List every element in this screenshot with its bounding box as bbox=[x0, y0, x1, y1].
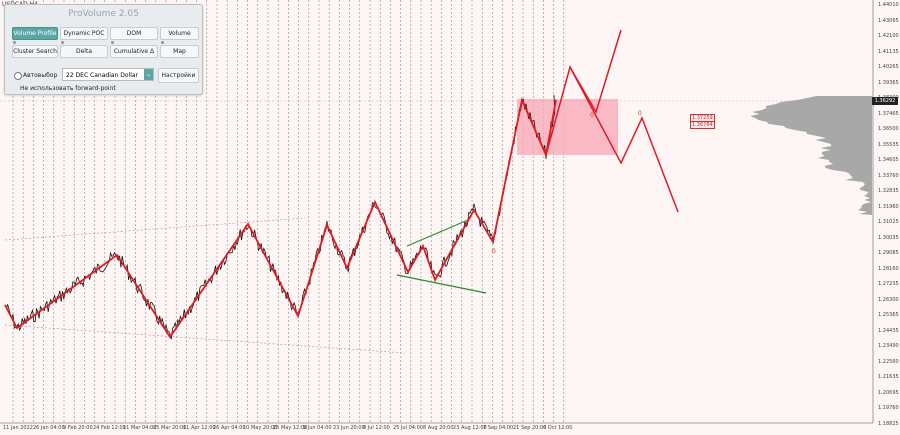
time-axis-label: 23 Jun 20:00 bbox=[333, 425, 365, 431]
auto-select-radio[interactable] bbox=[14, 72, 22, 80]
delta-button[interactable]: Delta bbox=[60, 45, 108, 58]
price-axis-label: 1.24435 bbox=[878, 327, 899, 334]
time-axis-label: 11 Jan 2022 bbox=[3, 425, 33, 431]
time-axis-label: 8 Aug 20:00 bbox=[423, 425, 454, 431]
price-axis-label: 1.27235 bbox=[878, 281, 899, 287]
dot-icon bbox=[13, 41, 16, 44]
time-axis-label: 6 Oct 12:00 bbox=[543, 425, 573, 431]
time-axis-label: 23 Aug 12:00 bbox=[453, 425, 487, 431]
instrument-value: 22 DEC Canadian Dollar bbox=[66, 72, 139, 79]
price-axis-label: 1.44010 bbox=[878, 2, 899, 8]
target-zone bbox=[517, 99, 618, 155]
price-axis-label: 1.18825 bbox=[878, 420, 899, 427]
price-axis-label: 1.29085 bbox=[878, 250, 899, 256]
price-axis-label: 1.20695 bbox=[878, 389, 899, 396]
projection-path-1 bbox=[545, 29, 622, 156]
volume-profile-button[interactable]: Volume Profile bbox=[12, 27, 58, 40]
time-axis-label: 25 Jul 04:00 bbox=[393, 425, 423, 431]
price-axis-label: 1.26300 bbox=[878, 296, 899, 303]
price-axis-label: 1.25365 bbox=[878, 312, 899, 318]
price-line bbox=[4, 94, 556, 340]
time-axis-label: 9 Feb 20:00 bbox=[63, 425, 93, 431]
price-axis-label: 1.34605 bbox=[878, 157, 899, 163]
channel-lower-line bbox=[4, 324, 406, 354]
time-axis-label: 25 May 12:00 bbox=[273, 425, 308, 431]
time-axis-label: 11 Mar 04:00 bbox=[123, 425, 157, 431]
settings-button[interactable]: Настройки bbox=[158, 68, 199, 83]
price-axis-label: 1.31025 bbox=[878, 219, 899, 225]
dom-button[interactable]: DOM bbox=[110, 27, 158, 40]
volume-profile bbox=[750, 96, 872, 215]
cluster-search-button[interactable]: Cluster Search bbox=[12, 45, 58, 58]
price-axis-label: 1.42100 bbox=[878, 33, 899, 39]
time-axis-label: 25 Mar 20:00 bbox=[153, 425, 187, 431]
time-axis-label: 8 Jul 12:00 bbox=[363, 425, 390, 431]
time-axis-label: 7 Sep 04:00 bbox=[483, 425, 514, 431]
time-axis-label: 26 Jan 04:00 bbox=[33, 425, 65, 431]
price-axis-label: 1.39365 bbox=[878, 79, 899, 86]
marker-zero-3: 0 bbox=[638, 110, 642, 117]
dot-icon bbox=[111, 41, 114, 44]
price-axis-label: 1.35535 bbox=[878, 141, 899, 148]
time-axis-label: 21 Sep 20:00 bbox=[513, 425, 547, 431]
marker-zero-1: 0 bbox=[492, 248, 496, 255]
forward-point-label: Не использовать forward-point bbox=[20, 85, 116, 92]
volume-button[interactable]: Volume bbox=[160, 27, 199, 40]
projection-path-2 bbox=[569, 66, 679, 213]
price-axis-label: 1.31960 bbox=[878, 203, 899, 210]
dot-icon bbox=[161, 41, 164, 44]
price-axis-label: 1.40265 bbox=[878, 64, 899, 70]
triangle-upper-line bbox=[406, 219, 469, 247]
price-axis-label: 1.30035 bbox=[878, 234, 899, 241]
price-axis-label: 1.37465 bbox=[878, 110, 899, 117]
time-axis-label: 11 Apr 12:00 bbox=[183, 425, 216, 431]
price-axis-label: 1.43065 bbox=[878, 17, 899, 24]
price-axis-label: 1.36500 bbox=[878, 126, 899, 132]
channel-upper-line bbox=[4, 217, 306, 241]
zone-label-lower: 1.36764 bbox=[690, 121, 715, 129]
chevron-down-icon[interactable]: ⌄ bbox=[144, 69, 153, 80]
price-axis-label: 1.32835 bbox=[878, 188, 899, 194]
time-axis-label: 24 Feb 12:00 bbox=[93, 425, 126, 431]
price-axis-label: 1.22560 bbox=[878, 358, 899, 365]
dynamic-poc-button[interactable]: Dynamic POC bbox=[60, 27, 108, 40]
map-button[interactable]: Map bbox=[160, 45, 199, 58]
triangle-lower-line bbox=[396, 274, 487, 294]
provolume-panel[interactable]: ProVolume 2.05 Volume Profile Dynamic PO… bbox=[4, 4, 203, 95]
auto-select-label: Автовыбор bbox=[23, 72, 58, 79]
wave-zigzag bbox=[4, 97, 557, 339]
panel-title: ProVolume 2.05 bbox=[68, 9, 139, 19]
price-axis-label: 1.23490 bbox=[878, 343, 899, 349]
marker-zero-2: 0 bbox=[590, 112, 594, 119]
time-axis-label: 9 Jun 04:00 bbox=[303, 425, 332, 431]
price-axis-label: 1.21635 bbox=[878, 374, 899, 380]
price-axis-label: 1.33760 bbox=[878, 172, 899, 179]
instrument-select[interactable]: 22 DEC Canadian Dollar ⌄ bbox=[62, 68, 154, 81]
cumulative-delta-button[interactable]: Cumulative Δ bbox=[110, 45, 158, 58]
dot-icon bbox=[61, 41, 64, 44]
price-axis-label: 1.19760 bbox=[878, 405, 899, 411]
time-axis-label: 10 May 20:00 bbox=[243, 425, 278, 431]
current-price-tag: 1.36292 bbox=[872, 97, 898, 105]
time-axis-label: 26 Apr 04:00 bbox=[213, 425, 246, 431]
price-axis-label: 1.41135 bbox=[878, 48, 899, 55]
price-axis-label: 1.28160 bbox=[878, 265, 899, 272]
